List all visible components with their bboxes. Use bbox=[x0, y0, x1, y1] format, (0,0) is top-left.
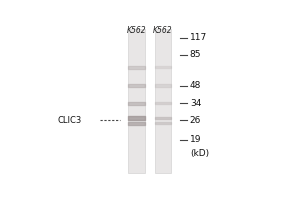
Text: 85: 85 bbox=[190, 50, 201, 59]
Text: K562: K562 bbox=[153, 26, 173, 35]
Text: 117: 117 bbox=[190, 33, 207, 42]
Text: (kD): (kD) bbox=[190, 149, 209, 158]
Text: CLIC3: CLIC3 bbox=[57, 116, 82, 125]
Bar bbox=[155, 29, 171, 173]
Text: 48: 48 bbox=[190, 81, 201, 90]
Text: 34: 34 bbox=[190, 99, 201, 108]
Text: 26: 26 bbox=[190, 116, 201, 125]
Text: 19: 19 bbox=[190, 135, 201, 144]
Text: K562: K562 bbox=[127, 26, 146, 35]
Bar bbox=[128, 29, 145, 173]
